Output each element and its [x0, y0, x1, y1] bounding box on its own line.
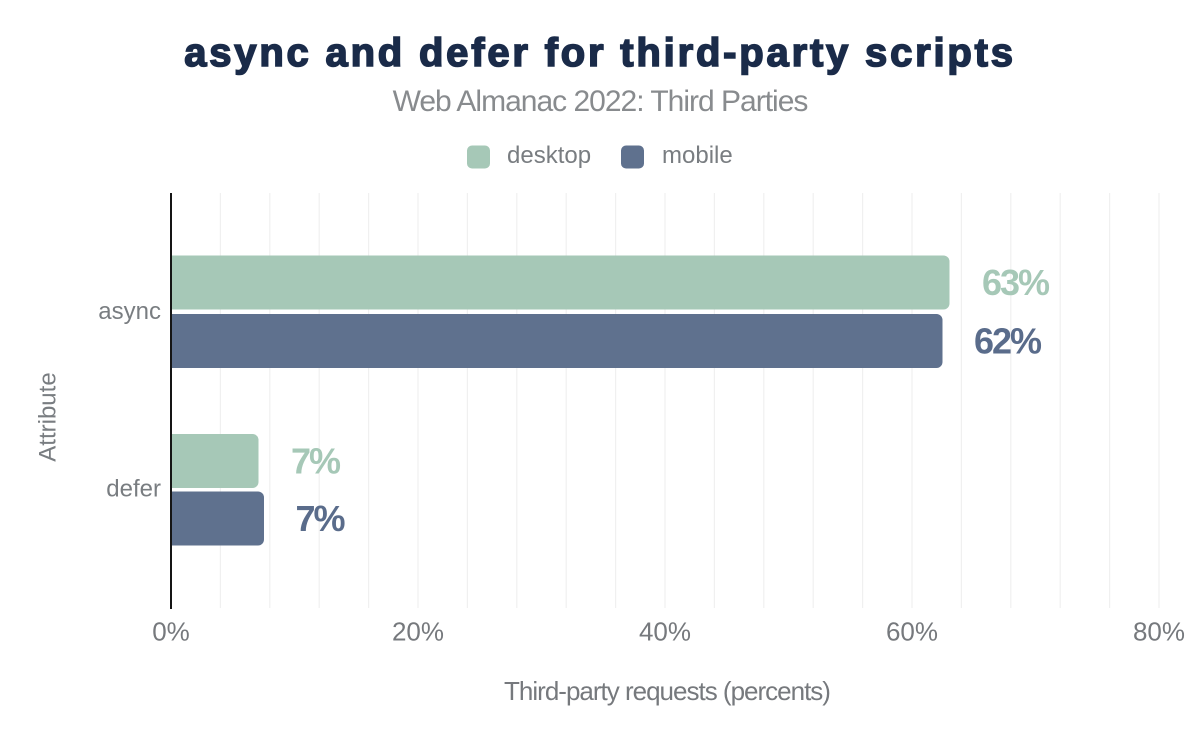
- svg-text:Web Almanac 2022: Third Partie: Web Almanac 2022: Third Parties: [393, 85, 808, 118]
- svg-text:defer: defer: [106, 476, 161, 503]
- svg-text:7%: 7%: [291, 440, 341, 481]
- svg-text:80%: 80%: [1133, 617, 1185, 647]
- svg-text:20%: 20%: [392, 617, 444, 647]
- svg-text:async: async: [98, 298, 161, 325]
- svg-text:mobile: mobile: [662, 142, 733, 169]
- svg-text:63%: 63%: [982, 262, 1050, 303]
- svg-text:async and defer for third-part: async and defer for third-party scripts: [184, 31, 1016, 75]
- svg-text:40%: 40%: [639, 617, 691, 647]
- svg-text:Attribute: Attribute: [35, 372, 62, 461]
- svg-text:Third-party requests (percents: Third-party requests (percents): [504, 676, 830, 706]
- svg-text:0%: 0%: [152, 617, 190, 647]
- svg-text:62%: 62%: [974, 320, 1042, 361]
- svg-text:60%: 60%: [886, 617, 938, 647]
- svg-text:desktop: desktop: [507, 142, 591, 169]
- svg-text:7%: 7%: [296, 498, 346, 539]
